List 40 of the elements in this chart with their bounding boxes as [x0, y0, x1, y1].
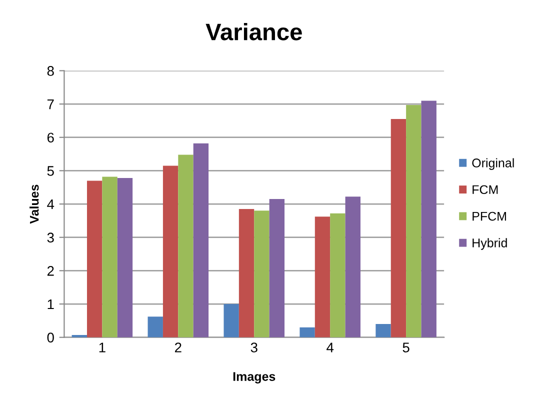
- x-tick-label: 4: [326, 342, 334, 352]
- bar: [269, 199, 285, 338]
- bar: [148, 316, 163, 338]
- bar: [178, 154, 194, 338]
- legend-label: Original: [472, 158, 514, 170]
- bar: [224, 304, 239, 338]
- bar: [193, 143, 209, 338]
- x-tick-label: 2: [174, 342, 182, 352]
- bar: [238, 209, 254, 338]
- y-tick-label: 0: [47, 332, 54, 343]
- chart-title: Variance: [206, 23, 302, 40]
- bar: [406, 105, 422, 338]
- y-tick-label: 7: [47, 100, 54, 110]
- legend-label: Hybrid: [472, 238, 507, 250]
- x-tick-label: 1: [99, 342, 106, 352]
- y-tick-label: 4: [47, 199, 54, 210]
- y-tick-label: 6: [47, 132, 54, 143]
- y-tick-label: 5: [47, 166, 54, 176]
- bar: [314, 216, 330, 338]
- bar: [102, 176, 118, 338]
- bar: [162, 166, 178, 338]
- bar: [376, 324, 391, 338]
- y-tick-label: 1: [48, 299, 54, 310]
- y-axis-title: Values: [30, 184, 39, 224]
- x-tick-label: 3: [250, 342, 258, 352]
- bar: [254, 210, 270, 338]
- y-tick-label: 2: [47, 266, 54, 276]
- bar: [390, 119, 406, 338]
- bar: [300, 327, 315, 338]
- y-tick-label: 3: [47, 232, 54, 243]
- x-tick-label: 5: [402, 342, 410, 352]
- bar: [117, 178, 133, 338]
- legend-label: FCM: [472, 185, 498, 194]
- legend-label: PFCM: [472, 212, 506, 221]
- bar: [421, 100, 436, 338]
- x-axis-title: Images: [233, 372, 276, 384]
- y-tick-label: 8: [47, 66, 54, 76]
- bar: [330, 213, 346, 338]
- bar: [345, 196, 360, 338]
- bar: [86, 180, 102, 338]
